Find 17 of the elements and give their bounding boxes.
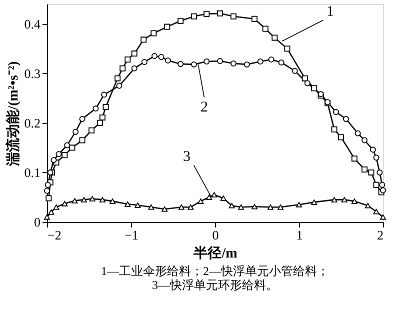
annotation: 2 bbox=[200, 99, 208, 116]
y-tick-label: 0 bbox=[34, 214, 40, 230]
annotation: 1 bbox=[326, 4, 334, 20]
y-tick-label: 0.3 bbox=[24, 66, 40, 81]
annotation: 3 bbox=[183, 149, 191, 166]
x-tick-label: −2 bbox=[48, 228, 62, 242]
y-axis-title: 湍流动能/(m²•s⁻²) bbox=[4, 60, 22, 167]
text: 1—工业伞形给料；2—快浮单元小管给料； bbox=[101, 264, 329, 278]
x-axis-title: 半径/m bbox=[192, 246, 238, 262]
y-tick-label: 0.2 bbox=[24, 115, 40, 130]
x-tick-label: 2 bbox=[377, 228, 384, 242]
x-tick-label: 1 bbox=[296, 228, 303, 242]
y-tick-label: 0.1 bbox=[24, 164, 40, 180]
x-tick-label: 0 bbox=[212, 228, 219, 242]
x-tick-label: −1 bbox=[124, 228, 138, 242]
text: 3—快浮单元环形给料。 bbox=[152, 278, 278, 292]
y-tick-label: 0.4 bbox=[24, 16, 41, 32]
